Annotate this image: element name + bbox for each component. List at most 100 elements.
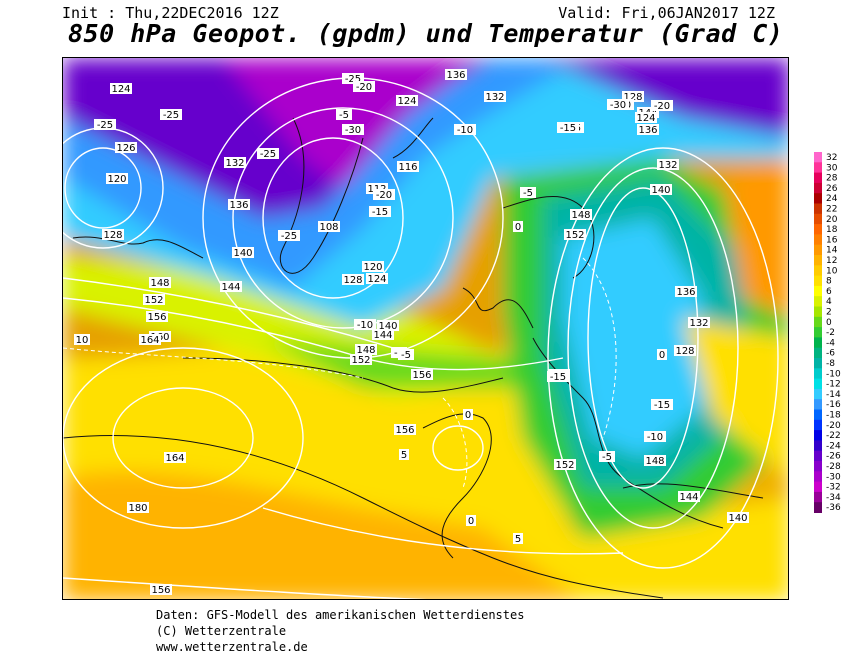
geopotential-label: 164 bbox=[140, 335, 159, 346]
legend-value: -22 bbox=[826, 431, 841, 441]
legend-value: 20 bbox=[826, 215, 838, 225]
legend-swatch bbox=[814, 491, 822, 503]
geopotential-label: 144 bbox=[373, 330, 392, 341]
temperature-label: -5 bbox=[401, 350, 411, 361]
temperature-label-box bbox=[399, 449, 409, 460]
legend-swatch bbox=[814, 255, 822, 266]
legend-swatch bbox=[814, 203, 822, 215]
legend-swatch bbox=[814, 172, 822, 184]
temperature-label-box bbox=[520, 187, 536, 198]
geopotential-label-box bbox=[362, 261, 384, 272]
temperature-label: 10 bbox=[76, 335, 89, 346]
geopotential-label: 120 bbox=[107, 174, 126, 185]
temperature-label: -5 bbox=[339, 110, 349, 121]
geopotential-label: 124 bbox=[397, 96, 416, 107]
temperature-label: -10 bbox=[357, 320, 373, 331]
legend-value: -16 bbox=[826, 400, 841, 410]
legend-swatch bbox=[814, 399, 822, 410]
legend-value: 18 bbox=[826, 225, 838, 235]
legend-swatch bbox=[814, 234, 822, 246]
geopotential-label: 152 bbox=[144, 295, 163, 306]
temperature-label-box bbox=[466, 515, 476, 526]
legend-value: 30 bbox=[826, 163, 838, 173]
geopotential-label-box bbox=[678, 491, 700, 502]
legend-value: -34 bbox=[826, 493, 841, 503]
geopotential-label-box bbox=[318, 221, 340, 232]
temperature-label-box bbox=[74, 334, 90, 345]
legend-value: 6 bbox=[826, 287, 832, 297]
legend-value: -12 bbox=[826, 380, 841, 390]
geopotential-label: 140 bbox=[233, 248, 252, 259]
legend-value: 2 bbox=[826, 308, 832, 318]
temperature-label-box bbox=[644, 431, 666, 442]
temperature-label-box bbox=[547, 371, 569, 382]
temperature-label: -25 bbox=[97, 120, 113, 131]
geopotential-label: 148 bbox=[645, 456, 664, 467]
geopotential-label: 164 bbox=[165, 453, 184, 464]
geopotential-label-box bbox=[675, 286, 697, 297]
copyright-note: (C) Wetterzentrale bbox=[156, 624, 287, 638]
valid-time: Valid: Fri,06JAN2017 12Z bbox=[558, 4, 775, 22]
geopotential-label-box bbox=[637, 124, 659, 135]
geopotential-label-box bbox=[635, 112, 657, 123]
legend-value: 24 bbox=[826, 194, 838, 204]
geopotential-label: 140 bbox=[378, 321, 397, 332]
legend-swatch bbox=[814, 419, 822, 431]
legend-swatch bbox=[814, 481, 822, 493]
geopotential-label: 132 bbox=[689, 318, 708, 329]
weather-map: 1361321281241201161121081281241261321361… bbox=[62, 57, 789, 600]
geopotential-label-box bbox=[149, 277, 171, 288]
geopotential-label: 128 bbox=[623, 92, 642, 103]
legend-value: -18 bbox=[826, 411, 841, 421]
geopotential-label: 128 bbox=[343, 275, 362, 286]
geopotential-label-box bbox=[350, 354, 372, 365]
legend-value: 16 bbox=[826, 235, 838, 245]
legend-swatch bbox=[814, 265, 822, 277]
legend-swatch bbox=[814, 388, 822, 400]
geopotential-label-box bbox=[727, 512, 749, 523]
geopotential-label-box bbox=[674, 345, 696, 356]
geopotential-label: 120 bbox=[363, 262, 382, 273]
legend-value: -36 bbox=[826, 503, 841, 513]
temperature-label: 5 bbox=[401, 450, 407, 461]
legend-swatch bbox=[814, 409, 822, 421]
geopotential-label: 156 bbox=[151, 585, 170, 596]
temperature-label-box bbox=[257, 148, 279, 159]
geopotential-label-box bbox=[143, 294, 165, 305]
field-labels: 1361321281241201161121081281241261321361… bbox=[74, 69, 749, 596]
legend-swatch bbox=[814, 162, 822, 174]
temperature-label-box bbox=[353, 81, 375, 92]
temperature-label: -30 bbox=[345, 125, 361, 136]
temperature-label: -20 bbox=[654, 101, 670, 112]
temperature-label: 0 bbox=[515, 222, 521, 233]
geopotential-label: 152 bbox=[555, 460, 574, 471]
website-link[interactable]: www.wetterzentrale.de bbox=[156, 640, 308, 654]
temperature-label-box bbox=[160, 109, 182, 120]
legend-swatch bbox=[814, 306, 822, 318]
geopotential-label-box bbox=[445, 69, 467, 80]
geopotential-label: 148 bbox=[356, 345, 375, 356]
temperature-label: -5 bbox=[523, 188, 533, 199]
geopotential-label: 124 bbox=[636, 113, 655, 124]
geopotential-label-box bbox=[110, 83, 132, 94]
temperature-label-box bbox=[651, 399, 673, 410]
geopotential-label: 152 bbox=[351, 355, 370, 366]
temperature-label-box bbox=[278, 230, 300, 241]
geopotential-label: 128 bbox=[103, 230, 122, 241]
geopotential-label-box bbox=[102, 229, 124, 240]
temperature-label-box bbox=[94, 119, 116, 130]
geopotential-label: 126 bbox=[116, 143, 135, 154]
geopotential-label: 128 bbox=[675, 346, 694, 357]
legend-swatch bbox=[814, 244, 822, 256]
geopotential-label: 144 bbox=[679, 492, 698, 503]
legend-value: -10 bbox=[826, 369, 841, 379]
temperature-label-box bbox=[373, 189, 395, 200]
temperature-label: -25 bbox=[260, 149, 276, 160]
temperature-label-box bbox=[599, 451, 615, 462]
geopotential-label: 132 bbox=[658, 160, 677, 171]
temperature-label: -25 bbox=[281, 231, 297, 242]
geopotential-label: 136 bbox=[446, 70, 465, 81]
temperature-label-box bbox=[557, 122, 579, 133]
legend-swatch bbox=[814, 182, 822, 194]
geopotential-label: 156 bbox=[395, 425, 414, 436]
